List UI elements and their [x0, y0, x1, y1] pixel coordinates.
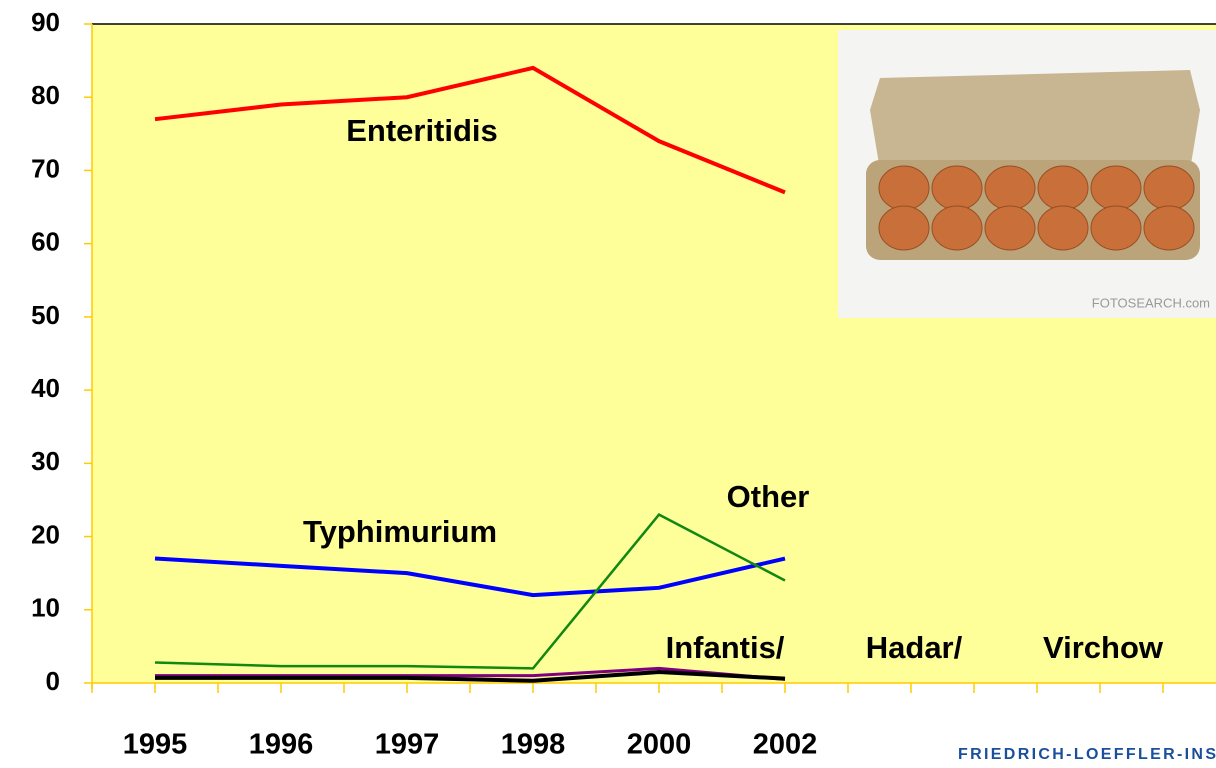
y-tick-label: 70: [31, 153, 60, 183]
egg: [1144, 166, 1194, 210]
watermark: FOTOSEARCH.com: [1092, 295, 1210, 310]
egg: [879, 206, 929, 250]
y-tick-label: 0: [46, 666, 60, 696]
egg: [985, 166, 1035, 210]
egg: [1091, 206, 1141, 250]
series-label: Typhimurium: [303, 514, 497, 549]
x-tick-label: 1998: [501, 729, 566, 761]
y-tick-label: 80: [31, 80, 60, 110]
y-tick-label: 40: [31, 373, 60, 403]
page: {"chart_data": {"type": "line", "categor…: [0, 0, 1216, 768]
annotation: Virchow: [1043, 630, 1164, 665]
y-tick-label: 30: [31, 446, 60, 476]
egg: [985, 206, 1035, 250]
x-tick-label: 2002: [753, 729, 818, 761]
egg: [932, 166, 982, 210]
x-tick-label: 1996: [249, 729, 314, 761]
y-tick-label: 90: [31, 7, 60, 37]
annotation: Infantis/: [666, 630, 785, 665]
footer: FRIEDRICH-LOEFFLER-INS: [958, 746, 1216, 763]
x-tick-label: 1997: [375, 729, 440, 761]
egg-image: FOTOSEARCH.com: [838, 30, 1216, 318]
carton-lid: [870, 70, 1200, 170]
y-tick-label: 20: [31, 519, 60, 549]
egg: [1038, 206, 1088, 250]
egg: [1038, 166, 1088, 210]
series-label: Enteritidis: [346, 113, 498, 148]
egg: [1144, 206, 1194, 250]
egg: [1091, 166, 1141, 210]
annotation: Hadar/: [866, 630, 963, 665]
y-tick-label: 10: [31, 593, 60, 623]
egg: [932, 206, 982, 250]
chart: FOTOSEARCH.com FRIEDRICH-LOEFFLER-INS 0 1…: [0, 0, 1216, 768]
x-tick-label: 1995: [123, 729, 188, 761]
series-label: Other: [727, 479, 810, 514]
y-tick-label: 60: [31, 227, 60, 257]
y-tick-label: 50: [31, 300, 60, 330]
egg: [879, 166, 929, 210]
x-tick-label: 2000: [627, 729, 692, 761]
